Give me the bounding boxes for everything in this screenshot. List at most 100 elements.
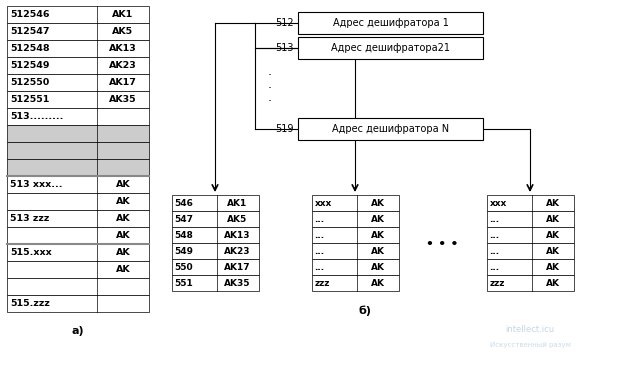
Text: zzz: zzz	[490, 279, 505, 287]
Bar	[298, 118, 483, 140]
Bar	[7, 295, 149, 312]
Bar	[7, 40, 149, 57]
Bar	[7, 159, 149, 176]
Text: AK17: AK17	[224, 262, 251, 272]
Bar	[7, 176, 149, 193]
Text: 512546: 512546	[10, 10, 50, 19]
Bar	[7, 125, 149, 142]
Text: AK: AK	[546, 279, 559, 287]
Text: 513: 513	[275, 43, 294, 53]
Bar	[298, 37, 483, 59]
Text: • • •: • • •	[427, 239, 459, 251]
Text: 513 xxx...: 513 xxx...	[10, 180, 63, 189]
Bar	[487, 227, 574, 243]
Text: 547: 547	[174, 214, 193, 224]
Bar	[172, 243, 259, 259]
Text: ...: ...	[490, 214, 500, 224]
Bar	[7, 6, 149, 23]
Text: AK: AK	[371, 199, 384, 207]
Text: ·
·
·: · · ·	[268, 69, 272, 108]
Text: xxx: xxx	[490, 199, 507, 207]
Text: AK35: AK35	[109, 95, 137, 104]
Text: AK: AK	[116, 248, 130, 257]
Bar	[7, 278, 149, 295]
Text: ...: ...	[314, 262, 325, 272]
Text: ...: ...	[490, 262, 500, 272]
Text: AK35: AK35	[224, 279, 250, 287]
Text: AK13: AK13	[109, 44, 137, 53]
Text: Адрес дешифратора N: Адрес дешифратора N	[332, 124, 449, 134]
Text: 513.........: 513.........	[10, 112, 63, 121]
Text: AK: AK	[371, 247, 384, 255]
Text: AK: AK	[546, 247, 559, 255]
Bar	[311, 195, 399, 211]
Bar	[172, 195, 259, 211]
Text: ...: ...	[314, 247, 325, 255]
Text: zzz: zzz	[314, 279, 330, 287]
Text: AK: AK	[116, 231, 130, 240]
Text: AK: AK	[371, 214, 384, 224]
Text: AK: AK	[546, 230, 559, 240]
Text: 515.xxx: 515.xxx	[10, 248, 51, 257]
Text: AK: AK	[546, 199, 559, 207]
Text: ...: ...	[490, 230, 500, 240]
Text: AK23: AK23	[109, 61, 137, 70]
Bar	[487, 275, 574, 291]
Text: ...: ...	[314, 230, 325, 240]
Bar	[487, 243, 574, 259]
Text: Адрес дешифратора21: Адрес дешифратора21	[331, 43, 450, 53]
Bar	[172, 259, 259, 275]
Bar	[311, 243, 399, 259]
Text: AK17: AK17	[109, 78, 137, 87]
Bar	[7, 91, 149, 108]
Text: ...: ...	[490, 247, 500, 255]
Bar	[298, 12, 483, 34]
Text: 550: 550	[174, 262, 193, 272]
Text: AK: AK	[116, 265, 130, 274]
Bar	[311, 275, 399, 291]
Text: AK: AK	[116, 180, 130, 189]
Text: xxx: xxx	[314, 199, 332, 207]
Text: AK: AK	[371, 230, 384, 240]
Text: AK: AK	[116, 197, 130, 206]
Text: 549: 549	[174, 247, 193, 255]
Text: AK1: AK1	[228, 199, 247, 207]
Bar	[172, 275, 259, 291]
Bar	[7, 261, 149, 278]
Text: Адрес дешифратора 1: Адрес дешифратора 1	[332, 18, 448, 28]
Text: 515.zzz: 515.zzz	[10, 299, 50, 308]
Text: AK5: AK5	[228, 214, 247, 224]
Bar	[311, 211, 399, 227]
Text: AK13: AK13	[224, 230, 250, 240]
Bar	[7, 57, 149, 74]
Text: AK: AK	[546, 214, 559, 224]
Bar	[7, 227, 149, 244]
Bar	[172, 211, 259, 227]
Text: AK: AK	[371, 262, 384, 272]
Text: ...: ...	[314, 214, 325, 224]
Bar	[7, 193, 149, 210]
Bar	[311, 259, 399, 275]
Text: AK: AK	[546, 262, 559, 272]
Bar	[487, 259, 574, 275]
Text: 551: 551	[174, 279, 193, 287]
Bar	[487, 195, 574, 211]
Bar	[7, 23, 149, 40]
Text: 519: 519	[275, 124, 294, 134]
Text: б): б)	[358, 305, 371, 316]
Bar	[7, 74, 149, 91]
Text: AK: AK	[116, 214, 130, 223]
Text: 548: 548	[174, 230, 193, 240]
Bar	[487, 211, 574, 227]
Text: AK23: AK23	[224, 247, 250, 255]
Text: AK: AK	[371, 279, 384, 287]
Text: 513 zzz: 513 zzz	[10, 214, 50, 223]
Text: 546: 546	[174, 199, 193, 207]
Text: AK1: AK1	[112, 10, 134, 19]
Bar	[7, 142, 149, 159]
Text: 512: 512	[275, 18, 294, 28]
Text: а): а)	[72, 326, 84, 336]
Bar	[7, 244, 149, 261]
Bar	[172, 227, 259, 243]
Bar	[311, 227, 399, 243]
